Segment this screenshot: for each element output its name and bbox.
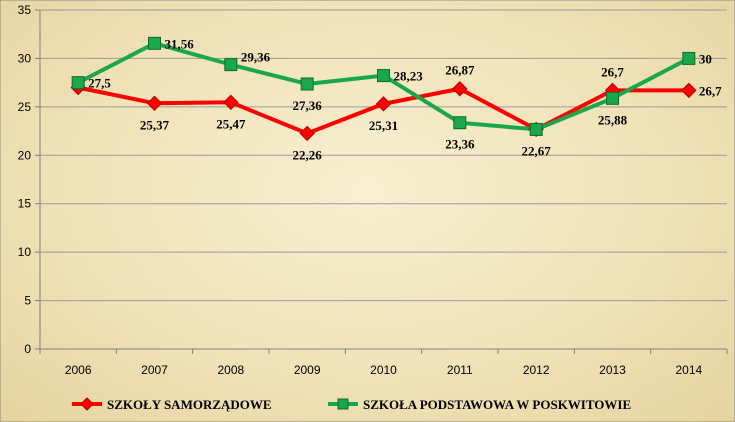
y-tick-label: 0 bbox=[24, 342, 31, 356]
x-tick-label: 2007 bbox=[141, 363, 168, 377]
data-point-marker bbox=[681, 82, 697, 99]
legend-entry-label: SZKOŁA PODSTAWOWA W POSKWITOWIE bbox=[363, 397, 631, 412]
data-label: 28,23 bbox=[394, 69, 424, 84]
legend-entry-label: SZKOŁY SAMORZĄDOWE bbox=[107, 397, 272, 412]
data-point-marker bbox=[529, 122, 543, 136]
data-label: 25,31 bbox=[369, 118, 398, 133]
x-tick-labels: 2006 2007 2008 2009 2010 2011 2012 2013 2014 bbox=[65, 363, 703, 377]
data-label: 27,5 bbox=[88, 76, 111, 91]
x-tick-label: 2014 bbox=[675, 363, 702, 377]
y-tick-labels: 0 5 10 15 20 25 30 35 bbox=[18, 3, 32, 356]
data-label: 27,36 bbox=[293, 98, 323, 113]
x-tick-label: 2013 bbox=[599, 363, 626, 377]
data-label: 26,7 bbox=[601, 64, 624, 79]
data-point-marker bbox=[224, 58, 238, 72]
data-labels: 25,37 25,47 22,26 25,31 26,87 22,67 26,7 26,7 27… bbox=[88, 36, 722, 162]
x-tick-label: 2010 bbox=[370, 363, 397, 377]
data-point-marker bbox=[71, 76, 85, 90]
data-point-marker bbox=[300, 77, 314, 91]
y-tick-label: 10 bbox=[18, 245, 32, 259]
data-point-marker bbox=[682, 51, 696, 65]
x-tick-label: 2006 bbox=[65, 363, 92, 377]
data-point-marker bbox=[223, 94, 239, 111]
data-label: 25,88 bbox=[598, 112, 628, 127]
legend-marker bbox=[80, 397, 94, 411]
x-tick-label: 2012 bbox=[523, 363, 550, 377]
data-point-marker bbox=[452, 81, 468, 97]
y-tick-label: 35 bbox=[18, 3, 32, 17]
gridlines bbox=[40, 9, 727, 302]
y-tick-label: 5 bbox=[24, 294, 31, 308]
data-point-marker bbox=[606, 91, 619, 105]
data-label: 23,36 bbox=[445, 137, 475, 152]
data-label: 22,26 bbox=[293, 147, 323, 162]
x-tick-label: 2009 bbox=[294, 363, 321, 377]
data-point-marker bbox=[453, 116, 467, 130]
axes bbox=[35, 9, 728, 354]
legend-marker bbox=[337, 398, 349, 410]
data-point-marker bbox=[146, 95, 163, 111]
x-tick-label: 2008 bbox=[217, 363, 244, 377]
data-label: 29,36 bbox=[241, 50, 271, 65]
data-label: 25,37 bbox=[140, 117, 170, 132]
data-label: 26,87 bbox=[445, 63, 475, 78]
data-point-marker bbox=[377, 69, 390, 83]
y-tick-label: 25 bbox=[18, 100, 32, 114]
y-tick-label: 30 bbox=[18, 51, 32, 65]
data-point-marker bbox=[148, 36, 161, 50]
legend: SZKOŁY SAMORZĄDOWE SZKOŁA PODSTAWOWA W PO… bbox=[72, 397, 631, 412]
data-label: 30 bbox=[699, 51, 712, 66]
data-label: 22,67 bbox=[522, 143, 552, 158]
data-label: 31,56 bbox=[165, 36, 195, 51]
x-tick-label: 2011 bbox=[447, 363, 473, 377]
data-point-marker bbox=[375, 96, 392, 112]
data-label: 25,47 bbox=[216, 116, 246, 131]
data-label: 26,7 bbox=[699, 83, 722, 98]
series-layer bbox=[70, 36, 697, 142]
data-point-marker bbox=[299, 125, 315, 142]
y-tick-label: 20 bbox=[18, 148, 32, 162]
y-tick-label: 15 bbox=[18, 197, 32, 211]
